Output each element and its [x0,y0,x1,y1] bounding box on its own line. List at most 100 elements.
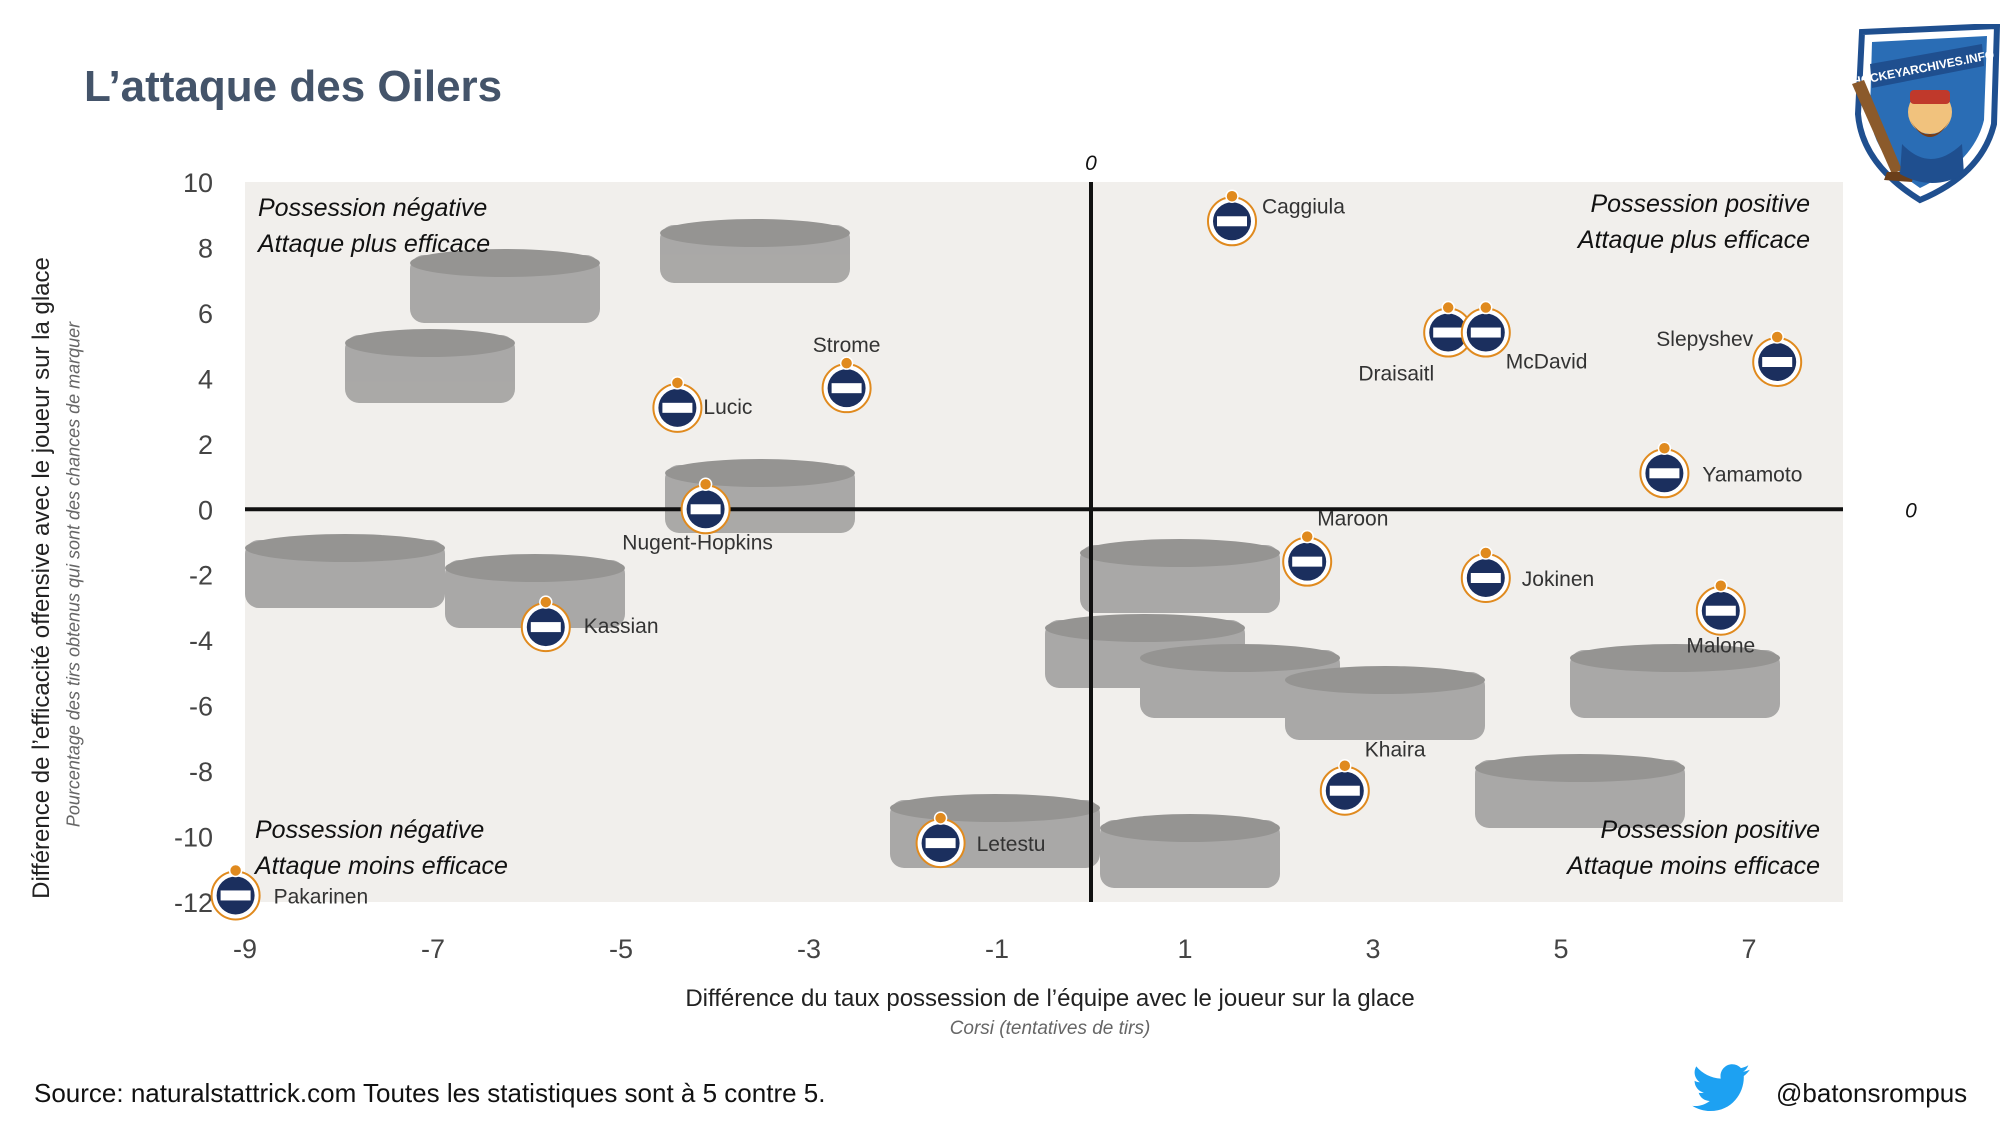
oilers-logo-band [662,402,693,413]
oilers-logo-band [220,890,251,901]
y-tick-label: -4 [189,626,213,656]
oilers-logo-band [831,383,862,394]
quadrant-label-bottom-left: Possession négative [255,816,484,844]
oilers-logo-drop [698,477,713,492]
data-point[interactable]: Draisaitl [1358,300,1474,386]
data-point[interactable]: Jokinen [1460,546,1594,603]
twitter-handle: @batonsrompus [1776,1078,1968,1108]
oilers-logo-band [1762,357,1793,367]
source-note: Source: naturalstattrick.com Toutes les … [34,1078,826,1108]
quadrant-label-top-right: Possession positive [1590,190,1810,218]
quadrant-label-top-left: Possession négative [258,194,487,222]
quadrant-labels: Possession négative Attaque plus efficace… [253,190,1820,880]
x-tick-label: 3 [1365,934,1380,964]
y-axis-label: Différence de l’efficacité offensive ave… [28,257,55,899]
background-puck-top [1475,754,1685,782]
y-tick-label: -6 [189,692,213,722]
oilers-logo-drop [1770,330,1784,344]
background-puck-top [245,534,445,562]
oilers-logo-band [1329,785,1360,796]
oilers-logo-drop [1338,758,1352,773]
x-axis-label: Différence du taux possession de l’équip… [685,985,1415,1012]
y-tick-label: 4 [198,364,213,394]
point-label: Lucic [703,396,752,419]
background-puck-top [345,329,515,357]
point-label: Malone [1686,635,1755,658]
data-point[interactable]: Pakarinen [210,863,369,921]
background-puck-top [1045,614,1245,642]
y-tick-label: -12 [174,888,213,918]
oilers-logo-band [1433,327,1464,338]
oilers-logo-drop [670,376,685,390]
oilers-logo-band [690,504,721,515]
data-point[interactable]: Lucic [652,376,752,433]
background-puck-top [890,794,1100,822]
tick-labels: -9 -7 -5 -3 -1 1 3 5 7 10 8 6 4 2 0 -2 -4 -6 -8 -10 -12 [174,168,1757,964]
background-puck-top [665,459,855,487]
point-label: Nugent-Hopkins [622,531,773,554]
y-tick-label: -8 [189,757,213,787]
x-tick-label: -3 [797,934,821,964]
oilers-logo-drop [1657,441,1672,456]
point-label: Pakarinen [274,885,369,908]
data-point[interactable]: Caggiula [1207,189,1345,247]
y-tick-label: -2 [189,561,213,591]
oilers-logo-drop [1225,189,1239,204]
quadrant-label-top-left: Attaque plus efficace [256,230,490,258]
oilers-logo-drop [1479,546,1493,560]
x-axis-sublabel: Corsi (tentatives de tirs) [949,1018,1151,1039]
data-point[interactable]: McDavid [1460,300,1588,374]
data-point[interactable]: Strome [813,334,881,414]
zero-y-label: 0 [1905,499,1917,522]
oilers-logo-band [1470,573,1501,583]
background-puck-top [1285,666,1485,694]
oilers-logo-band [1292,556,1323,567]
oilers-logo-band [1470,327,1501,338]
background-puck-top [1140,644,1340,672]
background-puck-top [1080,539,1280,567]
background-puck-top [660,219,850,247]
y-tick-label: -10 [174,823,213,853]
point-label: Strome [813,334,881,357]
y-tick-label: 10 [183,168,213,198]
oilers-logo-band [1705,605,1736,616]
oilers-logo-drop [839,356,854,370]
y-tick-label: 0 [198,495,213,525]
oilers-logo-drop [1300,529,1314,544]
quadrant-label-bottom-left: Attaque moins efficace [253,852,508,880]
x-tick-label: -1 [985,934,1009,964]
data-points: Caggiula Draisaitl McDavid Slepyshev Yamamot… [210,189,1803,921]
data-point[interactable]: Yamamoto [1639,441,1802,499]
twitter-bird-icon [1692,1064,1750,1112]
background-pucks [245,219,1780,888]
point-label: Letestu [977,833,1046,856]
oilers-logo-drop [1714,578,1728,593]
data-point[interactable]: Malone [1686,578,1755,658]
point-label: Maroon [1317,508,1388,531]
data-point[interactable]: Nugent-Hopkins [622,477,773,554]
quadrant-label-bottom-right: Possession positive [1600,816,1820,844]
oilers-logo-band [1649,468,1680,479]
oilers-logo-drop [1479,300,1493,315]
background-puck-top [445,554,625,582]
x-tick-label: -5 [609,934,633,964]
x-tick-label: 1 [1177,934,1192,964]
background-puck-top [1100,814,1280,842]
quadrant-label-bottom-right: Attaque moins efficace [1565,852,1820,880]
data-point[interactable]: Kassian [520,595,659,653]
page-title: L’attaque des Oilers [84,62,503,111]
data-point[interactable]: Letestu [915,811,1046,869]
x-tick-label: -9 [233,934,257,964]
point-label: Draisaitl [1358,363,1434,386]
point-label: McDavid [1506,351,1588,374]
hockeyarchives-logo: HOCKEYARCHIVES.INFO [1851,24,2000,204]
axes: 00 [245,152,1917,902]
background-puck-top [1570,644,1780,672]
data-point[interactable]: Slepyshev [1656,328,1803,387]
oilers-logo-band [1217,216,1247,227]
data-point[interactable]: Maroon [1282,508,1388,587]
point-label: Caggiula [1262,195,1345,218]
data-point[interactable]: Khaira [1319,739,1426,816]
y-tick-label: 2 [198,430,213,460]
